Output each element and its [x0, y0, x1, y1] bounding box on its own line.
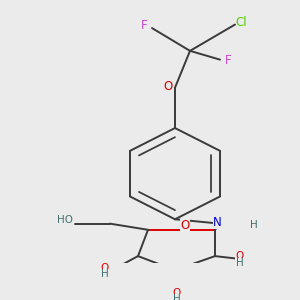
Text: O: O: [172, 288, 181, 298]
Text: HO: HO: [57, 215, 73, 226]
Text: F: F: [225, 55, 232, 68]
Text: H: H: [250, 220, 257, 230]
Text: H: H: [100, 269, 108, 279]
Text: H: H: [172, 294, 180, 300]
Text: Cl: Cl: [236, 16, 248, 29]
Text: O: O: [180, 219, 190, 232]
Text: O: O: [100, 262, 109, 272]
Text: N: N: [213, 216, 221, 229]
Text: O: O: [236, 250, 244, 261]
Text: F: F: [141, 19, 148, 32]
Text: O: O: [164, 80, 173, 93]
Text: H: H: [236, 258, 243, 268]
